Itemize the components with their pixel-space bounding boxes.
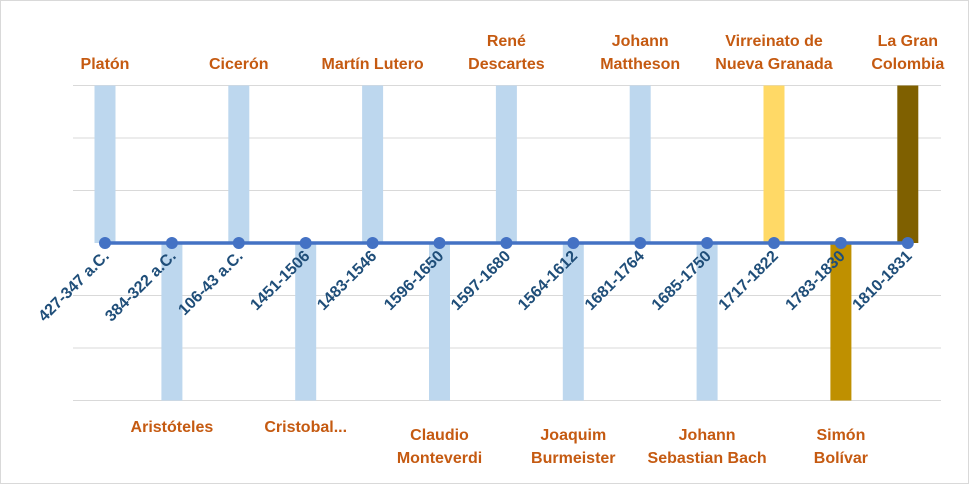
event-name-line: René [487, 33, 526, 50]
event-name-line: Johann [612, 33, 669, 50]
point-marker [433, 237, 446, 249]
event-name-line: Cristobal... [264, 419, 347, 436]
point-marker [901, 237, 914, 249]
event-name-line: Sebastian Bach [648, 450, 767, 467]
event-name-line: Martín Lutero [321, 56, 423, 73]
point-marker [500, 237, 513, 249]
bar [629, 85, 651, 243]
event-name-label: La Gran Colombia [871, 33, 944, 73]
point-marker [701, 237, 714, 249]
bar [562, 243, 584, 401]
event-name-line: Johann [679, 427, 736, 444]
date-label: 1483-1546 [314, 248, 380, 314]
event-name-label: Johann Sebastian Bach [648, 427, 767, 467]
event-name-line: Joaquim [540, 427, 606, 444]
event-name-line: Platón [81, 56, 130, 73]
event-name-label: Joaquim Burmeister [531, 427, 615, 467]
event-name-line: Monteverdi [397, 450, 482, 467]
point-marker [232, 237, 245, 249]
event-name-label: Virreinato de Nueva Granada [715, 33, 832, 73]
date-label: 106-43 a.C. [175, 248, 246, 319]
event-name-line: Claudio [410, 427, 469, 444]
event-name-line: Descartes [468, 56, 545, 73]
event-name-label: Aristóteles [131, 419, 214, 436]
bar [429, 243, 450, 401]
event-name-line: Virreinato de [725, 33, 823, 50]
event-name-label: Simón Bolívar [814, 427, 868, 467]
point-marker [768, 237, 780, 249]
point-marker [634, 237, 647, 249]
bar [94, 85, 116, 243]
point-marker [165, 237, 178, 249]
bar [830, 243, 852, 401]
bar [696, 243, 718, 401]
event-name-line: Burmeister [531, 450, 615, 467]
event-name-label: Cicerón [209, 56, 269, 73]
point-marker [834, 237, 847, 249]
bar [362, 85, 384, 243]
event-name-label: Martín Lutero [321, 56, 423, 73]
bar [495, 85, 517, 243]
event-name-label: Platón [81, 56, 130, 73]
event-name-label: René Descartes [468, 33, 545, 73]
bar [161, 243, 183, 401]
event-name-line: La Gran [878, 33, 938, 50]
point-marker [299, 237, 312, 249]
date-label: 1810-1831 [850, 248, 916, 314]
event-name-line: Nueva Granada [715, 56, 832, 73]
bar [295, 243, 317, 401]
date-label: 1681-1764 [582, 248, 648, 314]
event-name-line: Bolívar [814, 450, 868, 467]
point-marker [366, 237, 379, 249]
bar [228, 85, 250, 243]
event-name-label: Claudio Monteverdi [397, 427, 482, 467]
point-marker [99, 237, 111, 249]
event-name-line: Simón [816, 427, 865, 444]
point-marker [567, 237, 580, 249]
date-label: 1717-1822 [716, 248, 782, 314]
event-name-label: Cristobal... [264, 419, 347, 436]
date-label: 1597-1680 [448, 248, 514, 314]
date-label: 427-347 a.C. [35, 248, 112, 325]
event-name-label: Johann Mattheson [600, 33, 680, 73]
event-name-line: Colombia [871, 56, 944, 73]
event-name-line: Aristóteles [131, 419, 214, 436]
bar [763, 85, 785, 243]
bar [897, 85, 919, 243]
event-name-line: Cicerón [209, 56, 269, 73]
event-name-line: Mattheson [600, 56, 680, 73]
